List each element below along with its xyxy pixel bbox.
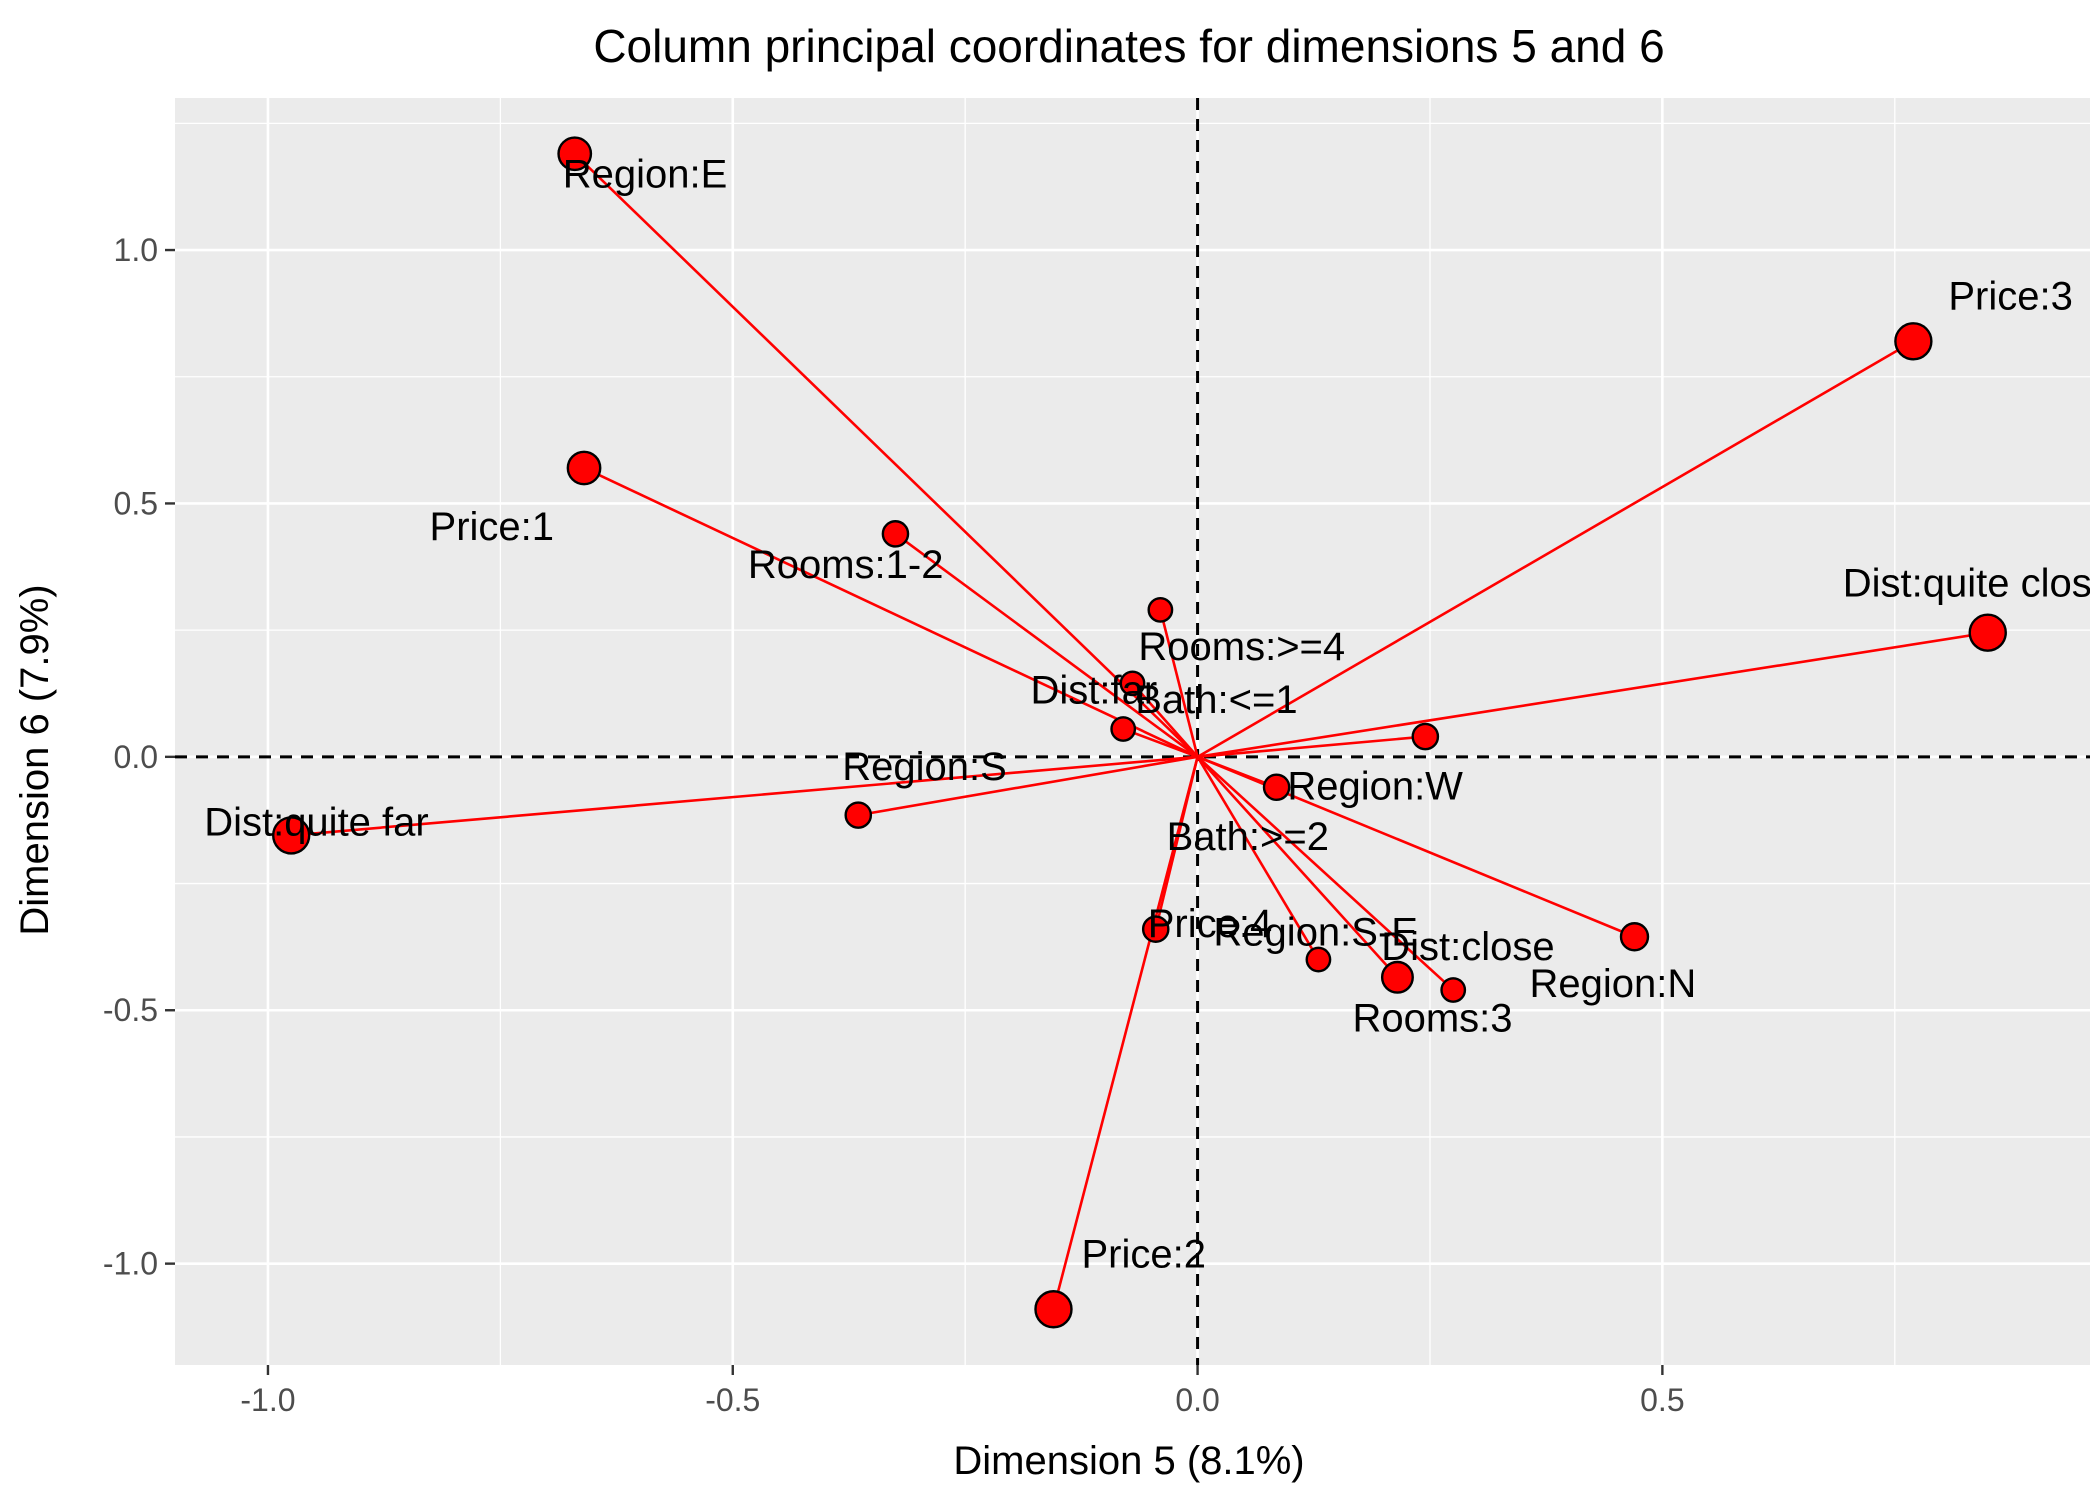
data-point [1147, 596, 1174, 623]
y-tick-label: 0.5 [114, 485, 158, 521]
x-axis-label: Dimension 5 (8.1%) [953, 1439, 1304, 1483]
y-tick-label: 1.0 [114, 232, 158, 268]
data-point [1968, 613, 2007, 652]
data-point [1262, 773, 1291, 802]
data-point [1619, 922, 1650, 952]
data-point [881, 520, 910, 548]
y-tick-label: 0.0 [114, 739, 158, 775]
data-point [1141, 915, 1170, 943]
data-point [1411, 722, 1440, 751]
vector-segment [1196, 756, 1320, 961]
y-tick-label: -1.0 [103, 1246, 158, 1282]
data-point [557, 136, 593, 172]
vector-segment [1052, 756, 1199, 1310]
x-tick-label: -0.5 [705, 1382, 760, 1418]
point-label: Region:E [563, 153, 728, 197]
point-label: Rooms:>=4 [1138, 625, 1345, 669]
vector-segment [1196, 340, 1915, 758]
y-tick-label: -0.5 [103, 992, 158, 1028]
vector-segment [573, 152, 1199, 758]
point-label: Region:N [1529, 962, 1696, 1006]
x-tick-label: 0.5 [1640, 1382, 1684, 1418]
data-point [1380, 960, 1414, 994]
chart-title: Column principal coordinates for dimensi… [593, 20, 1664, 72]
point-label: Region:W [1287, 765, 1463, 809]
data-point [1894, 322, 1933, 361]
vector-segment [894, 532, 1199, 758]
vector-segments [291, 152, 1988, 1310]
point-label: Rooms:1-2 [748, 543, 944, 587]
vector-segment [1196, 755, 1399, 979]
vector-segment [583, 466, 1199, 759]
point-label: Price:2 [1081, 1232, 1206, 1276]
vector-segment [1159, 609, 1199, 758]
point-label: Dist:quite far [204, 800, 429, 844]
data-points [272, 136, 2007, 1329]
point-label: Dist:far [1031, 668, 1158, 712]
vector-segment [291, 755, 1198, 837]
point-label: Price:1 [430, 505, 555, 549]
vector-segment [1122, 727, 1199, 759]
data-point [844, 801, 873, 829]
point-label: Bath:<=1 [1135, 678, 1297, 722]
vector-segment [1196, 755, 1455, 991]
vector-segment [1197, 631, 1988, 759]
point-label: Price:4 [1148, 902, 1273, 946]
point-labels: Region:E Price:3 Price:1 Rooms:1-2 Dist:quit… [204, 153, 2100, 1277]
data-point [1110, 716, 1137, 742]
x-axis-ticks: -1.0 -0.5 0.0 0.5 [240, 1365, 1685, 1418]
x-tick-label: -1.0 [240, 1382, 295, 1418]
data-point [1440, 977, 1467, 1003]
point-label: Dist:close [1381, 925, 1554, 969]
vector-segment [1131, 682, 1199, 758]
data-point [1034, 1290, 1073, 1329]
point-label: Rooms:3 [1352, 996, 1512, 1040]
y-axis-label: Dimension 6 (7.9%) [13, 584, 57, 935]
point-label: Dist:quite close [1843, 562, 2100, 606]
point-label: Bath:>=2 [1167, 815, 1329, 859]
data-point [1119, 670, 1146, 697]
vector-segment [1197, 735, 1426, 759]
y-axis-ticks: -1.0 -0.5 0.0 0.5 1.0 [103, 232, 175, 1282]
reference-lines [175, 98, 2090, 1365]
data-point [1305, 946, 1332, 973]
point-label: Price:3 [1948, 274, 2073, 318]
x-tick-label: 0.0 [1175, 1382, 1219, 1418]
vector-segment [858, 755, 1198, 817]
point-label: Region:S-E [1213, 911, 1418, 955]
data-point [566, 450, 602, 486]
point-label: Region:S [842, 745, 1007, 789]
data-point [272, 816, 311, 855]
